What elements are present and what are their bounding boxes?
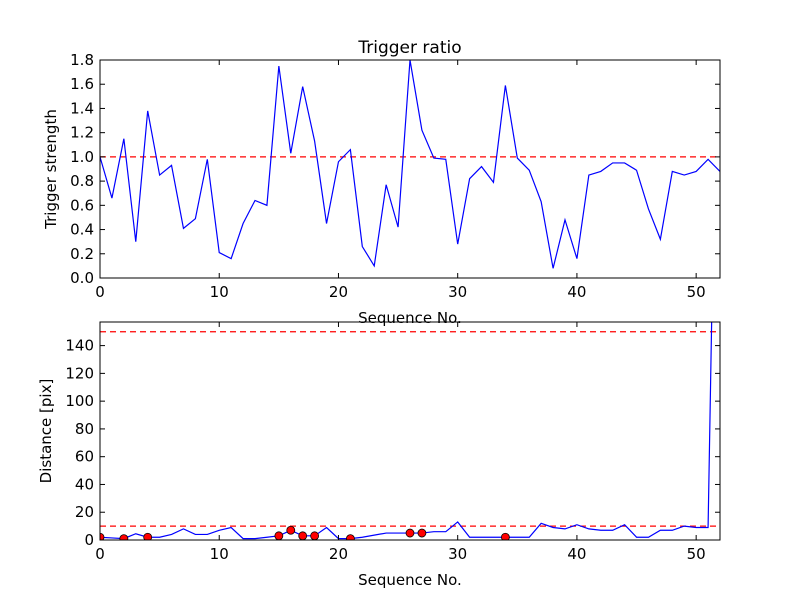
trigger-point — [119, 534, 129, 540]
y-tick-label: 140 — [65, 337, 94, 355]
y-tick-label: 80 — [75, 420, 94, 438]
y-tick-label: 60 — [75, 448, 94, 466]
x-axis-label: Sequence No. — [358, 309, 462, 327]
y-tick-label: 0.8 — [70, 172, 94, 190]
trigger-ratio-panel: Trigger ratio 0 10 20 30 40 50 0.0 0.2 0.4 0.6 0.8… — [42, 38, 721, 327]
y-tick-label: 0.4 — [70, 221, 94, 239]
y-axis-label: Trigger strength — [42, 109, 60, 230]
trigger-point — [345, 534, 355, 540]
trigger-point — [274, 531, 284, 540]
distance-plot-area: 0 10 20 30 40 50 0 20 40 60 80 100 120 140 — [65, 321, 721, 563]
x-tick-label: 10 — [210, 283, 229, 301]
x-tick-label: 30 — [448, 545, 467, 563]
y-tick-label: 0.6 — [70, 196, 94, 214]
x-tick-label: 50 — [687, 545, 706, 563]
axes-frame — [99, 321, 721, 541]
y-tick-label: 1.0 — [70, 148, 94, 166]
x-tick-label: 30 — [448, 283, 467, 301]
axes-frame — [99, 59, 721, 279]
trigger-point — [143, 532, 153, 540]
y-tick-label: 0.2 — [70, 245, 94, 263]
x-tick-label: 20 — [329, 545, 348, 563]
x-tick-label: 20 — [329, 283, 348, 301]
trigger-ratio-plot-area: 0 10 20 30 40 50 0.0 0.2 0.4 0.6 0.8 1.0 1.2 1.4 1.6 1.… — [70, 51, 721, 301]
x-tick-label: 0 — [95, 545, 105, 563]
trigger-point — [310, 531, 320, 540]
distance-panel: 0 10 20 30 40 50 0 20 40 60 80 100 120 140 Sequence N… — [37, 321, 721, 589]
y-tick-label: 0 — [84, 531, 94, 549]
chart-title: Trigger ratio — [357, 38, 461, 58]
y-tick-label: 1.6 — [70, 75, 94, 93]
y-tick-label: 1.4 — [70, 99, 94, 117]
series-line — [100, 60, 720, 269]
trigger-point — [500, 532, 510, 540]
trigger-point — [298, 531, 308, 540]
x-tick-label: 40 — [567, 283, 586, 301]
y-tick-label: 1.8 — [70, 51, 94, 69]
x-tick-label: 0 — [95, 283, 105, 301]
plot-clip-group — [100, 60, 720, 269]
x-tick-label: 10 — [210, 545, 229, 563]
trigger-point — [100, 532, 105, 540]
y-axis-label: Distance [pix] — [37, 379, 55, 484]
trigger-point — [417, 528, 427, 538]
x-axis-label: Sequence No. — [358, 571, 462, 589]
y-tick-label: 40 — [75, 475, 94, 493]
x-tick-label: 50 — [687, 283, 706, 301]
trigger-point — [286, 525, 296, 535]
y-tick-label: 100 — [65, 392, 94, 410]
y-tick-label: 0.0 — [70, 269, 94, 287]
trigger-point — [405, 528, 415, 538]
y-tick-label: 20 — [75, 503, 94, 521]
y-tick-label: 120 — [65, 364, 94, 382]
x-tick-label: 40 — [567, 545, 586, 563]
y-tick-label: 1.2 — [70, 124, 94, 142]
